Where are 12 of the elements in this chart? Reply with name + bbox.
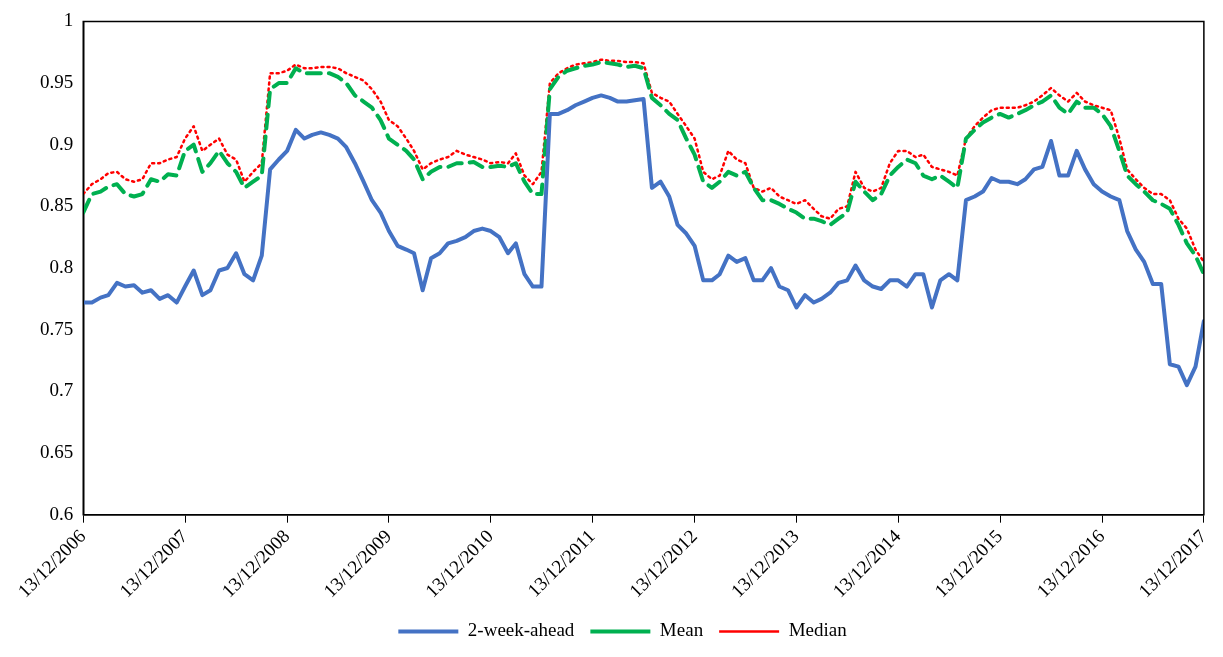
legend-label: Median [788, 619, 848, 641]
y-tick-label: 0.85 [40, 194, 74, 216]
y-tick-label: 0.7 [49, 379, 74, 401]
y-tick-label: 0.9 [49, 132, 74, 154]
y-tick-label: 0.8 [49, 256, 74, 278]
y-tick-label: 0.65 [40, 441, 74, 462]
y-tick-label: 0.6 [49, 502, 74, 524]
y-tick-label: 0.95 [40, 71, 74, 93]
y-tick-label: 0.75 [40, 317, 74, 339]
legend-label: 2-week-ahead [467, 619, 575, 641]
y-tick-label: 1 [63, 9, 74, 31]
legend-label: Mean [659, 619, 704, 641]
